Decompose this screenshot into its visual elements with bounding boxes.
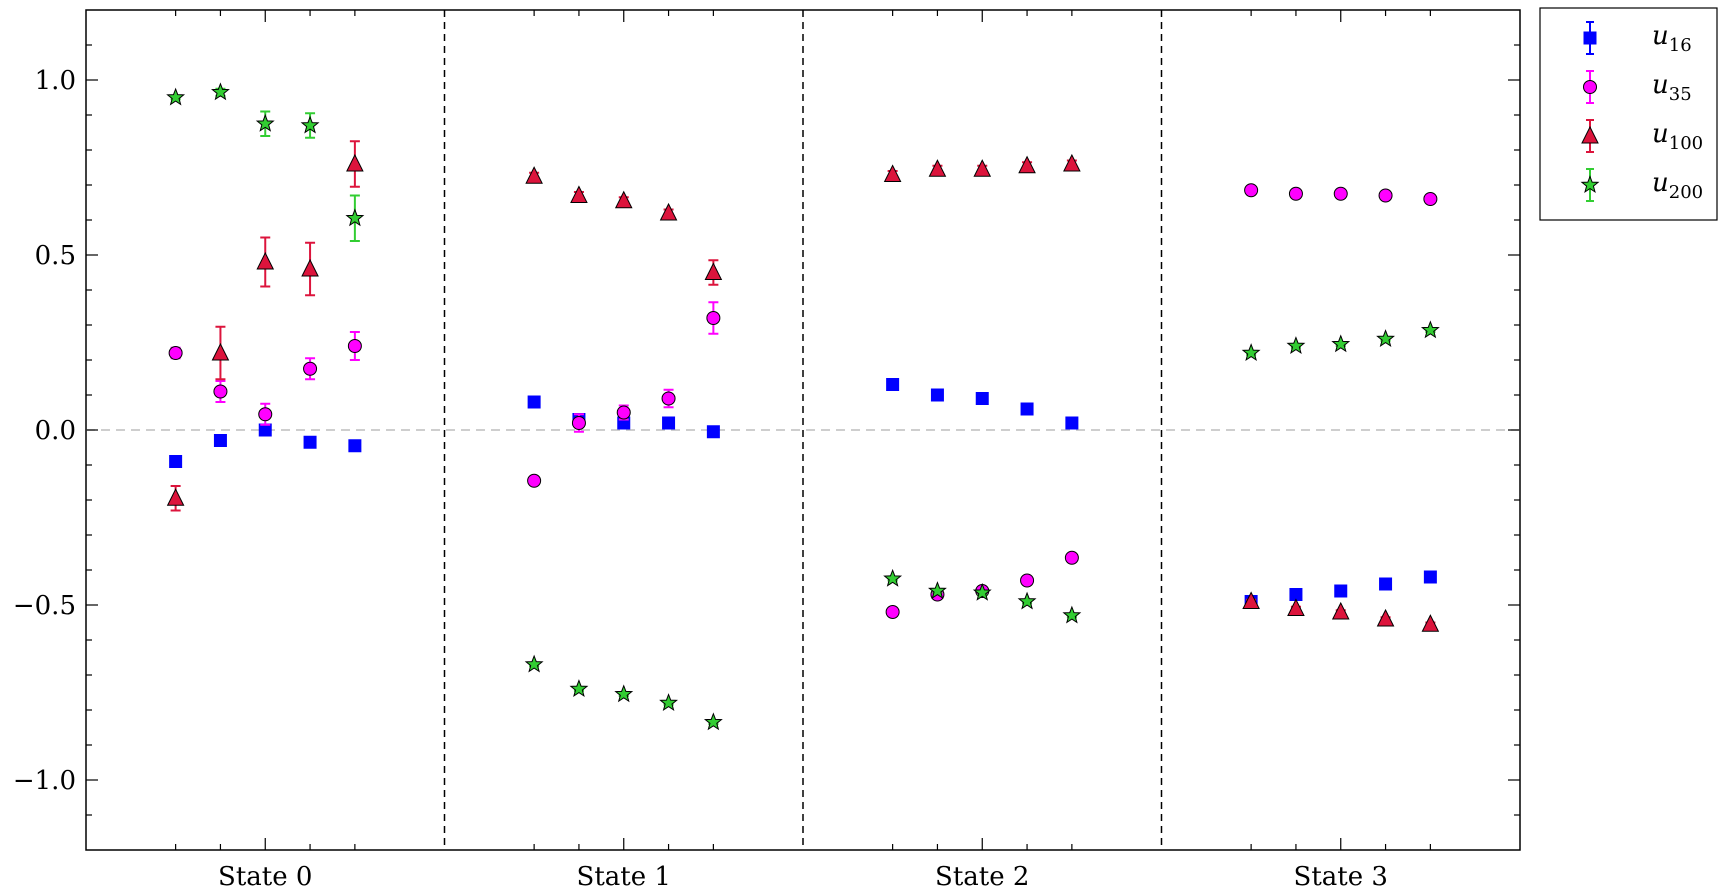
legend-label-u200: u200: [1652, 168, 1703, 203]
legend-box: [1539, 7, 1718, 221]
u35-point: [1020, 573, 1035, 588]
u35-point: [258, 407, 273, 422]
u16-point: [930, 388, 944, 402]
u100-point: [1376, 608, 1395, 627]
u16-point: [975, 392, 989, 405]
x-tick-label: State 2: [935, 862, 1029, 892]
u35-point: [347, 339, 362, 353]
u100-point: [704, 262, 723, 280]
u200-point: [972, 582, 992, 601]
u200-point: [524, 654, 544, 673]
u16-point: [706, 425, 720, 439]
legend-subscript: 16: [1669, 35, 1692, 56]
y-tick-label: −1.0: [13, 766, 76, 796]
u16-point: [527, 395, 541, 409]
u35-point: [1423, 192, 1438, 206]
u16-point: [1334, 584, 1348, 598]
u100-point: [570, 185, 588, 203]
legend-marker-u35: [1583, 80, 1597, 94]
u200-point: [1241, 343, 1261, 362]
u100-point: [1287, 598, 1305, 616]
u100-point: [211, 342, 230, 361]
legend-marker-u200: [1580, 175, 1600, 194]
u35-point: [1244, 183, 1259, 198]
legend-subscript: 35: [1669, 84, 1692, 105]
plot-area: −1.0 −0.5 0.0 0.5 1.0 State 0 State 1 State 2 St…: [13, 9, 1521, 892]
u16-point: [1020, 402, 1034, 416]
u100-point: [301, 258, 319, 277]
u16-point: [1289, 588, 1303, 601]
u16-point: [213, 434, 227, 447]
u100-point: [166, 488, 185, 506]
u100-point: [614, 190, 633, 209]
u16-point: [303, 435, 317, 449]
u200-point: [569, 679, 589, 698]
u100-point: [1331, 601, 1350, 620]
u35-point: [213, 384, 228, 399]
u100-point: [659, 202, 678, 221]
u200-point: [1017, 591, 1037, 610]
x-tick-label: State 1: [577, 862, 671, 892]
u35-point: [885, 605, 900, 619]
u35-point: [571, 416, 586, 430]
u35-point: [661, 391, 676, 406]
u35-point: [527, 473, 542, 488]
u200-point: [1376, 329, 1395, 348]
u100-point: [1242, 591, 1260, 609]
u100-point: [883, 164, 902, 182]
u200-point: [928, 581, 947, 600]
u200-point: [255, 113, 275, 132]
u35-point: [1288, 186, 1303, 201]
u100-point: [928, 159, 947, 177]
u200-point: [1331, 334, 1351, 353]
u16-point: [258, 423, 272, 437]
u200-point: [614, 684, 634, 703]
u100-point: [1018, 155, 1036, 174]
u100-point: [256, 251, 275, 270]
u100-point: [525, 166, 543, 184]
u200-point: [1062, 605, 1082, 624]
u35-point: [1064, 550, 1079, 565]
u35-point: [706, 311, 721, 325]
legend-subscript: 200: [1669, 182, 1703, 203]
u200-point: [659, 693, 678, 712]
x-tick-label: State 3: [1294, 862, 1388, 892]
u16-point: [662, 416, 676, 430]
u200-point: [703, 712, 723, 731]
u16-point: [1423, 570, 1437, 584]
u200-point: [300, 115, 320, 134]
u100-point: [1063, 153, 1081, 172]
x-tick-label: State 0: [218, 862, 312, 892]
legend-marker-u100: [1581, 125, 1599, 144]
u200-point: [1420, 320, 1440, 339]
u100-point: [346, 153, 364, 172]
u35-point: [1378, 188, 1393, 203]
u200-point: [883, 568, 903, 587]
u16-point: [886, 378, 900, 391]
u200-point: [166, 87, 186, 106]
u16-point: [1065, 416, 1079, 430]
u200-point: [211, 82, 230, 101]
u16-point: [348, 439, 362, 453]
y-tick-label: 1.0: [35, 66, 76, 96]
u35-point: [616, 405, 631, 420]
u35-point: [168, 346, 183, 360]
legend-marker-u16: [1583, 31, 1597, 45]
legend-subscript: 100: [1669, 133, 1703, 154]
u35-point: [1333, 186, 1348, 201]
u16-point: [169, 455, 183, 468]
u200-point: [1286, 336, 1306, 355]
y-tick-label: −0.5: [13, 591, 76, 621]
u16-point: [1379, 577, 1393, 591]
u35-point: [303, 361, 318, 376]
y-tick-label: 0.0: [35, 416, 76, 446]
u100-point: [973, 159, 992, 177]
y-tick-label: 0.5: [35, 241, 76, 271]
u100-point: [1421, 614, 1440, 632]
u200-point: [345, 208, 365, 227]
